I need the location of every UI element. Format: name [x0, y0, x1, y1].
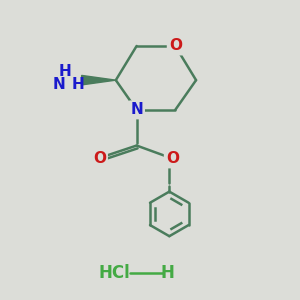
Text: O: O — [93, 152, 106, 166]
Polygon shape — [82, 75, 116, 85]
Text: H: H — [71, 77, 84, 92]
Text: N: N — [130, 102, 143, 117]
Text: HCl: HCl — [98, 264, 130, 282]
Text: H: H — [161, 264, 175, 282]
Text: N: N — [52, 77, 65, 92]
Text: O: O — [169, 38, 182, 53]
Text: H: H — [59, 64, 72, 79]
Text: O: O — [166, 152, 179, 166]
